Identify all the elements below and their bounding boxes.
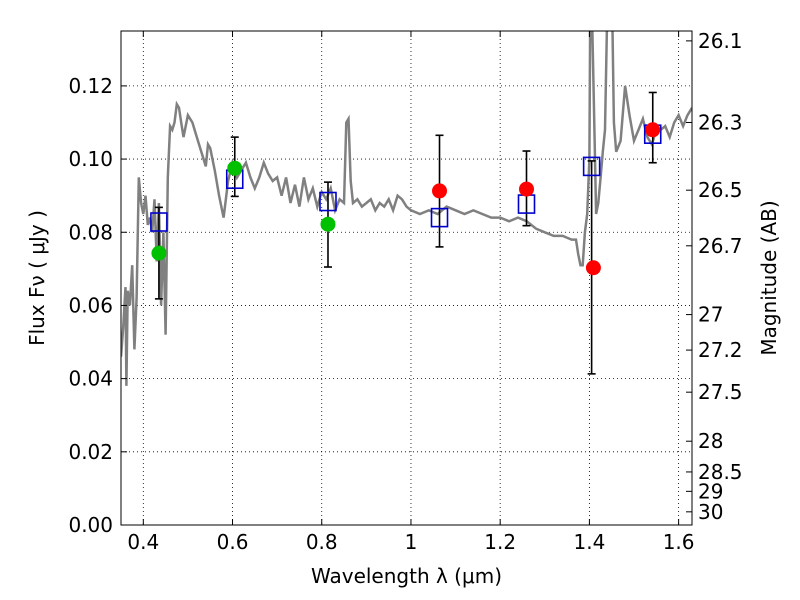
x-tick-label: 1 xyxy=(405,530,418,554)
squares-layer xyxy=(150,124,662,232)
x-tick-label: 1.4 xyxy=(573,530,605,554)
error-bars-layer xyxy=(154,91,657,375)
right-tick-label: 27.2 xyxy=(698,338,743,362)
right-tick-label: 28.5 xyxy=(698,460,743,484)
plot-frame xyxy=(120,30,693,526)
model-square-marker xyxy=(430,207,449,228)
x-tick-label: 0.4 xyxy=(127,530,159,554)
red-data-point xyxy=(585,260,601,276)
y-tick-label: 0.12 xyxy=(68,74,113,98)
red-data-point xyxy=(432,183,448,199)
x-tick-label: 1.6 xyxy=(663,530,695,554)
x-tick-label: 0.6 xyxy=(217,530,249,554)
model-spectrum-line xyxy=(121,31,692,386)
right-tick-label: 26.1 xyxy=(698,29,743,53)
y-tick-label: 0.06 xyxy=(68,293,113,317)
right-tick-label: 26.7 xyxy=(698,234,743,258)
green-data-point xyxy=(227,160,243,176)
y-tick-label: 0.10 xyxy=(68,147,113,171)
right-tick-label: 28 xyxy=(698,429,723,453)
y-tick-label: 0.00 xyxy=(68,513,113,537)
x-tick-label: 1.2 xyxy=(484,530,516,554)
red-data-point xyxy=(518,181,534,197)
y-tick-label: 0.08 xyxy=(68,220,113,244)
ticks-layer: 0.4 0.6 0.8 1 1.2 1.4 1.6 0.00 0.02 0.04 0.06 0.08 0… xyxy=(68,29,742,554)
green-data-point xyxy=(151,245,167,261)
model-square-marker xyxy=(150,212,168,232)
y-tick-label: 0.02 xyxy=(68,440,113,464)
x-tick-label: 0.8 xyxy=(306,530,338,554)
right-tick-label: 27.5 xyxy=(698,380,743,404)
right-tick-label: 27 xyxy=(698,303,723,327)
x-axis-label: Wavelength λ (μm) xyxy=(311,564,502,588)
points-layer xyxy=(151,122,661,276)
y-axis-label: Flux Fν ( μJy ) xyxy=(25,210,49,346)
y-tick-label: 0.04 xyxy=(68,367,113,391)
green-data-point xyxy=(320,216,336,232)
red-data-point xyxy=(645,122,661,138)
right-tick-label: 26.5 xyxy=(698,178,743,202)
right-tick-label: 26.3 xyxy=(698,110,743,134)
model-spectrum-layer xyxy=(121,31,692,386)
model-square-marker xyxy=(319,191,337,212)
model-square-marker xyxy=(582,156,601,177)
right-tick-label: 30 xyxy=(698,500,723,524)
right-axis-label: Magnitude (AB) xyxy=(757,200,781,355)
right-tick-label: 29 xyxy=(698,479,723,503)
